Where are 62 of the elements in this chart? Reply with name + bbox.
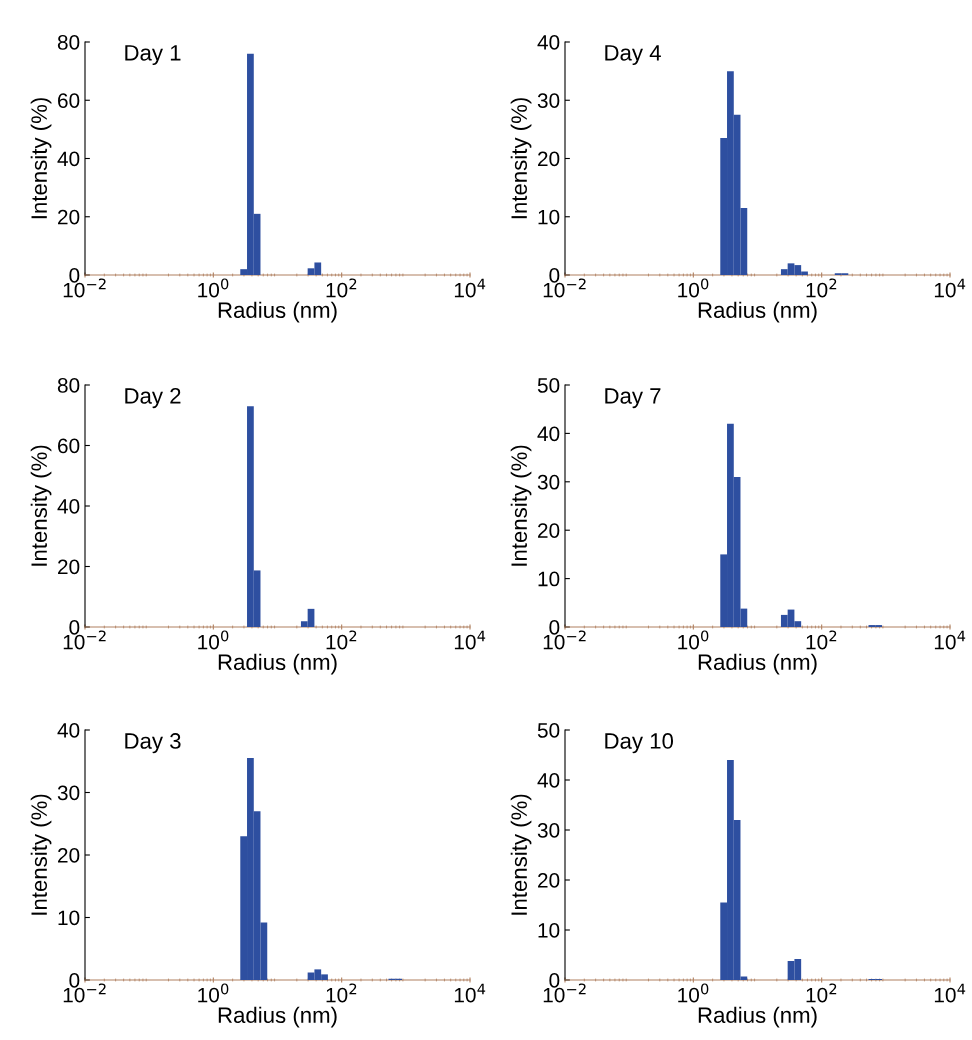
y-axis-title: Intensity (%) bbox=[510, 794, 532, 915]
x-tick-label: 10$^{2}$ bbox=[326, 630, 357, 650]
chart-title: Day 2 bbox=[125, 388, 181, 409]
chart-title: Day 10 bbox=[605, 733, 674, 754]
x-tick-label: 10$^{0}$ bbox=[678, 630, 709, 650]
x-tick-label: 10$^{4}$ bbox=[934, 983, 966, 1003]
y-tick-label: 20 bbox=[538, 151, 560, 167]
y-tick-label: 40 bbox=[537, 35, 560, 50]
x-tick-label: 10$^{4}$ bbox=[454, 630, 486, 650]
x-tick-label: 10$^{4}$ bbox=[454, 983, 486, 1003]
x-tick-label: 10$^{0}$ bbox=[198, 278, 229, 298]
x-tick-label: 10$^{4}$ bbox=[454, 278, 486, 298]
x-axis-title: Radius (nm) bbox=[698, 301, 817, 323]
y-tick-label: 10 bbox=[538, 571, 560, 587]
x-tick-label: 10$^{2}$ bbox=[806, 278, 837, 298]
y-tick-label: 20 bbox=[538, 523, 560, 538]
x-tick-label: 10$^{0}$ bbox=[678, 983, 709, 1003]
x-axis-title: Radius (nm) bbox=[218, 653, 337, 675]
y-tick-label: 80 bbox=[57, 35, 80, 50]
y-tick-label: 50 bbox=[537, 723, 560, 738]
y-axis-title: Intensity (%) bbox=[510, 445, 532, 566]
x-tick-label: 10$^{2}$ bbox=[806, 630, 837, 650]
y-tick-label: 30 bbox=[57, 785, 80, 801]
x-tick-label: 10$^{0}$ bbox=[198, 630, 229, 650]
x-tick-label: 10$^{2}$ bbox=[326, 278, 357, 298]
y-tick-label: 30 bbox=[537, 823, 560, 838]
x-tick-label: 10$^{4}$ bbox=[934, 278, 966, 298]
chart-title: Day 1 bbox=[125, 45, 181, 66]
y-axis-title: Intensity (%) bbox=[30, 445, 52, 566]
x-axis-title: Radius (nm) bbox=[698, 653, 817, 675]
y-tick-label: 20 bbox=[58, 559, 80, 575]
x-tick-label: 10$^{2}$ bbox=[326, 983, 357, 1003]
chart-title: Day 4 bbox=[605, 45, 661, 66]
x-tick-label: 10$^{0}$ bbox=[198, 983, 229, 1003]
y-tick-label: 10 bbox=[538, 209, 560, 225]
y-tick-label: 40 bbox=[57, 499, 80, 514]
y-tick-label: 30 bbox=[537, 474, 560, 490]
y-tick-label: 40 bbox=[537, 426, 560, 442]
y-axis-title: Intensity (%) bbox=[30, 98, 52, 219]
y-tick-label: 50 bbox=[537, 378, 560, 393]
y-axis-title: Intensity (%) bbox=[30, 794, 52, 915]
y-tick-label: 60 bbox=[58, 93, 80, 108]
y-tick-label: 20 bbox=[58, 848, 80, 863]
y-tick-label: 30 bbox=[537, 93, 560, 108]
y-tick-label: 60 bbox=[58, 438, 80, 454]
chart-title: Day 3 bbox=[125, 733, 181, 754]
x-tick-label: 10$^{2}$ bbox=[806, 983, 837, 1003]
y-tick-label: 40 bbox=[537, 773, 560, 788]
y-tick-label: 80 bbox=[57, 378, 80, 393]
y-tick-label: 20 bbox=[538, 873, 560, 888]
y-tick-label: 10 bbox=[58, 910, 80, 926]
x-axis-title: Radius (nm) bbox=[218, 1006, 337, 1028]
x-axis-title: Radius (nm) bbox=[218, 301, 337, 323]
y-axis-title: Intensity (%) bbox=[510, 98, 532, 219]
chart-title: Day 7 bbox=[605, 388, 661, 409]
y-tick-label: 10 bbox=[538, 923, 560, 938]
y-tick-label: 20 bbox=[58, 209, 80, 225]
y-tick-label: 40 bbox=[57, 151, 80, 167]
y-tick-label: 40 bbox=[57, 723, 80, 738]
x-tick-label: 10$^{0}$ bbox=[678, 278, 709, 298]
x-tick-label: 10$^{4}$ bbox=[934, 630, 966, 650]
x-axis-title: Radius (nm) bbox=[698, 1006, 817, 1028]
